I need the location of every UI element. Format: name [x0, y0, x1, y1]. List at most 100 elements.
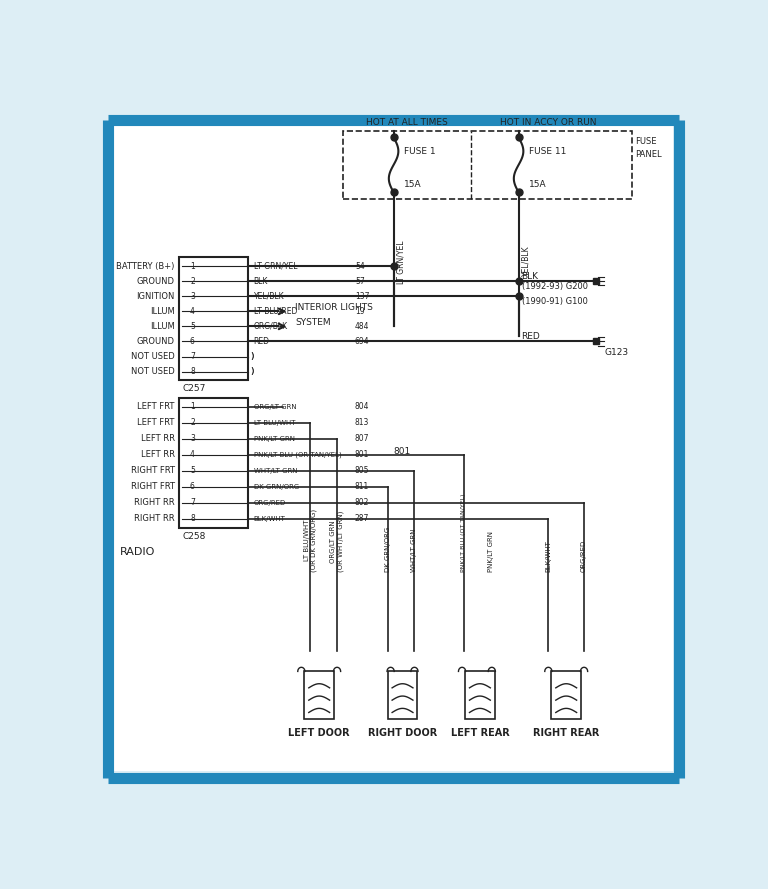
Text: PNK/LT GRN: PNK/LT GRN [488, 531, 494, 573]
Text: 137: 137 [355, 292, 369, 300]
Text: 6: 6 [190, 337, 195, 346]
Text: LEFT RR: LEFT RR [141, 434, 174, 443]
Text: GROUND: GROUND [137, 276, 174, 285]
Text: 801: 801 [393, 446, 411, 456]
Text: LEFT FRT: LEFT FRT [137, 418, 174, 427]
Bar [388, 671, 418, 719]
Text: RIGHT RR: RIGHT RR [134, 498, 174, 508]
Text: PANEL: PANEL [634, 150, 661, 159]
Text: 804: 804 [355, 402, 369, 411]
Text: RED: RED [253, 337, 270, 346]
Text: 801: 801 [355, 450, 369, 459]
Text: IGNITION: IGNITION [136, 292, 174, 300]
Text: ): ) [250, 352, 254, 361]
Text: 54: 54 [355, 261, 365, 270]
Text: SYSTEM: SYSTEM [296, 318, 331, 327]
Text: YEL/BLK: YEL/BLK [521, 245, 531, 276]
Text: LEFT FRT: LEFT FRT [137, 402, 174, 411]
Text: LT BLU/WHT: LT BLU/WHT [253, 420, 295, 426]
Text: 3: 3 [190, 292, 195, 300]
Text: 805: 805 [355, 466, 369, 475]
Bar [465, 671, 495, 719]
Text: G123: G123 [605, 348, 629, 356]
Text: ILLUM: ILLUM [150, 307, 174, 316]
Text: (1990-91) G100: (1990-91) G100 [521, 297, 588, 307]
Text: RED: RED [521, 332, 541, 341]
Text: 7: 7 [190, 498, 195, 508]
Text: BLK/WHT: BLK/WHT [545, 541, 551, 573]
Text: C258: C258 [182, 532, 206, 541]
Text: 7: 7 [190, 352, 195, 361]
Text: RIGHT RR: RIGHT RR [134, 514, 174, 524]
Text: 4: 4 [190, 450, 195, 459]
Text: FUSE 11: FUSE 11 [529, 147, 567, 156]
Text: LT BLU/RED: LT BLU/RED [253, 307, 297, 316]
Text: PNK/LT BLU (OT TAN/YEL): PNK/LT BLU (OT TAN/YEL) [462, 493, 466, 573]
Text: C257: C257 [182, 384, 206, 394]
Text: ORG/LT GRN: ORG/LT GRN [253, 404, 296, 410]
Text: 1: 1 [190, 402, 195, 411]
Text: BLK: BLK [521, 272, 538, 281]
Text: 15A: 15A [404, 180, 422, 188]
Text: RADIO: RADIO [120, 547, 155, 557]
Text: BATTERY (B+): BATTERY (B+) [116, 261, 174, 270]
Text: 2: 2 [190, 418, 195, 427]
Text: LEFT DOOR: LEFT DOOR [289, 727, 350, 738]
Text: 57: 57 [355, 276, 365, 285]
Text: 5: 5 [190, 322, 195, 331]
Text: 5: 5 [190, 466, 195, 475]
Text: ): ) [250, 367, 254, 376]
Text: 6: 6 [190, 482, 195, 492]
Text: DK GRN/ORG: DK GRN/ORG [253, 484, 299, 490]
Text: ): ) [250, 352, 254, 361]
Text: 1: 1 [190, 261, 195, 270]
Bar [304, 671, 334, 719]
Bar [551, 671, 581, 719]
Text: LEFT REAR: LEFT REAR [451, 727, 509, 738]
Text: LT BLU/WHT
(OR DK GRN/ORG): LT BLU/WHT (OR DK GRN/ORG) [303, 509, 317, 573]
Text: 807: 807 [355, 434, 369, 443]
Text: 2: 2 [190, 276, 195, 285]
Text: RIGHT DOOR: RIGHT DOOR [368, 727, 437, 738]
Text: RIGHT FRT: RIGHT FRT [131, 466, 174, 475]
Text: FUSE 1: FUSE 1 [404, 147, 436, 156]
Text: RIGHT FRT: RIGHT FRT [131, 482, 174, 492]
Text: 813: 813 [355, 418, 369, 427]
Text: ORG/BLK: ORG/BLK [253, 322, 288, 331]
Text: YEL/BLK: YEL/BLK [253, 292, 284, 300]
Text: 3: 3 [190, 434, 195, 443]
Text: 484: 484 [355, 322, 369, 331]
Text: PNK/LT GRN: PNK/LT GRN [253, 436, 295, 442]
Text: 811: 811 [355, 482, 369, 492]
Text: 802: 802 [355, 498, 369, 508]
Text: HOT AT ALL TIMES: HOT AT ALL TIMES [366, 118, 448, 127]
Text: 694: 694 [355, 337, 369, 346]
Text: 287: 287 [355, 514, 369, 524]
Text: 19: 19 [355, 307, 365, 316]
Bar [180, 257, 248, 380]
Bar [343, 131, 631, 199]
Text: ): ) [250, 367, 254, 376]
Text: (1992-93) G200: (1992-93) G200 [521, 282, 588, 292]
Text: ORG/RED: ORG/RED [581, 540, 587, 573]
Text: 8: 8 [190, 367, 195, 376]
Text: GROUND: GROUND [137, 337, 174, 346]
Text: ILLUM: ILLUM [150, 322, 174, 331]
Text: RIGHT REAR: RIGHT REAR [533, 727, 599, 738]
Text: LEFT RR: LEFT RR [141, 450, 174, 459]
Text: NOT USED: NOT USED [131, 367, 174, 376]
Text: ORG/LT GRN
(OR WHT/LT GRN): ORG/LT GRN (OR WHT/LT GRN) [330, 511, 344, 573]
Text: BLK/WHT: BLK/WHT [253, 516, 286, 522]
Text: LT GRN/YEL: LT GRN/YEL [253, 261, 297, 270]
Text: NOT USED: NOT USED [131, 352, 174, 361]
Text: BLK: BLK [253, 276, 268, 285]
Text: LT GRN/YEL: LT GRN/YEL [397, 241, 406, 284]
Text: FUSE: FUSE [634, 138, 656, 147]
Text: WHT/LT GRN: WHT/LT GRN [253, 468, 297, 474]
Text: 15A: 15A [529, 180, 547, 188]
Text: HOT IN ACCY OR RUN: HOT IN ACCY OR RUN [500, 118, 597, 127]
Text: ORG/RED: ORG/RED [253, 500, 286, 506]
Bar [180, 397, 248, 528]
Text: 4: 4 [190, 307, 195, 316]
Text: INTERIOR LIGHTS: INTERIOR LIGHTS [296, 303, 373, 312]
